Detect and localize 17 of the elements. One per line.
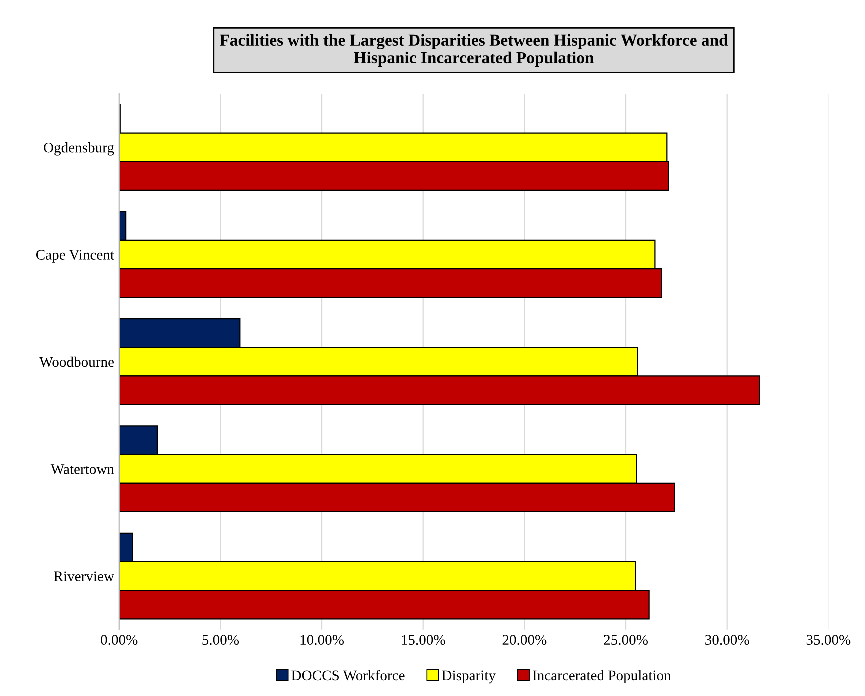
legend-label: Incarcerated Population	[532, 670, 672, 684]
x-tick-label: 35.00%	[806, 635, 851, 646]
x-tick-label: 0.00%	[101, 635, 138, 646]
y-tick-label: Woodbourne	[40, 356, 114, 368]
y-tick-label: Watertown	[50, 464, 114, 474]
legend-label: DOCCS Workforce	[292, 670, 405, 681]
y-tick-label: Riverview	[54, 572, 114, 582]
y-tick-label: Cape Vincent	[36, 250, 114, 263]
legend-label: Disparity	[442, 670, 496, 684]
x-tick-label: 15.00%	[402, 635, 446, 646]
x-tick-label: 25.00%	[604, 635, 648, 646]
x-tick-label: 30.00%	[706, 635, 750, 646]
chart-title: Facilities with the Largest Disparities Between Hispanic Workforce and Hispanic Incarcerated Population	[220, 34, 728, 67]
x-tick-label: 10.00%	[300, 635, 344, 646]
x-tick-label: 5.00%	[202, 635, 240, 646]
x-tick-label: 20.00%	[502, 635, 547, 646]
y-tick-label: Ogdensburg	[44, 142, 114, 156]
